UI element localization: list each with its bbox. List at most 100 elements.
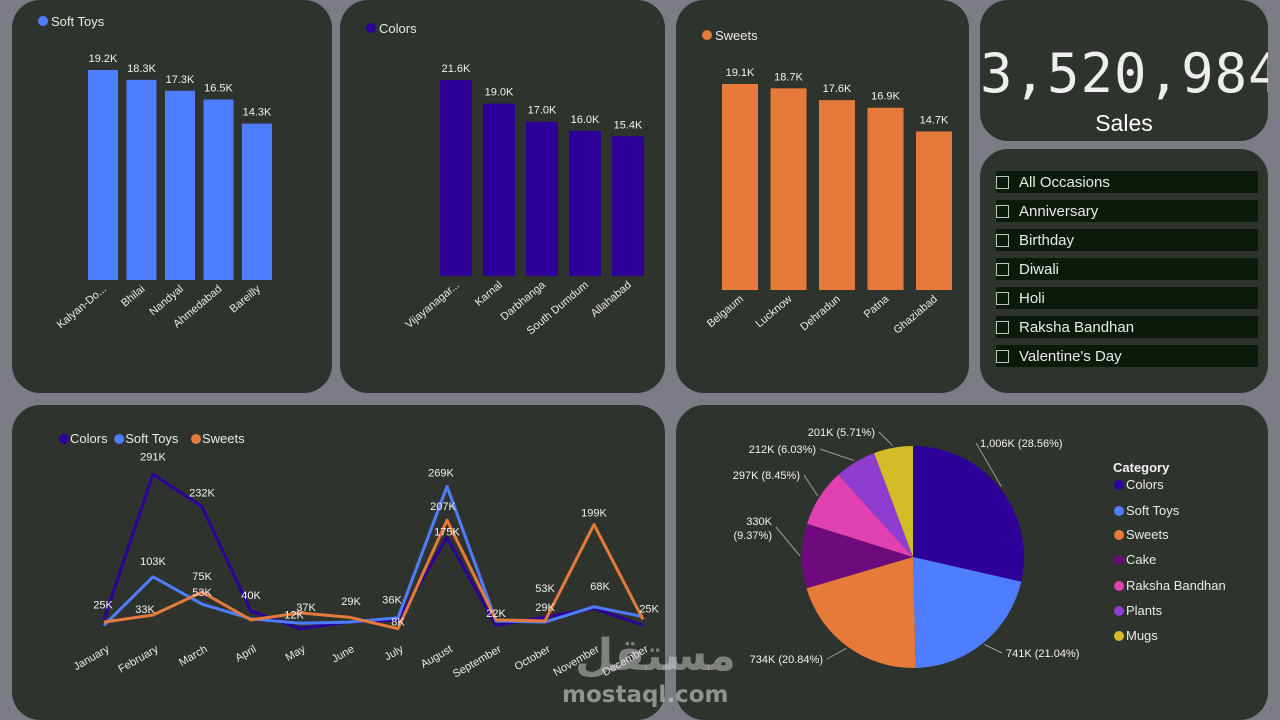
month-tick-label: October bbox=[513, 643, 553, 673]
slicer-item-diwali[interactable]: Diwali bbox=[996, 258, 1258, 280]
slicer-item-all-occasions[interactable]: All Occasions bbox=[996, 171, 1258, 193]
leader-line bbox=[826, 647, 847, 660]
data-label: 19.0K bbox=[485, 87, 514, 99]
data-label: 18.3K bbox=[127, 63, 156, 75]
leader-line bbox=[819, 448, 855, 462]
checkbox[interactable] bbox=[996, 204, 1009, 218]
category-tick-label: Patna bbox=[862, 293, 892, 321]
point-label: 25K bbox=[93, 599, 113, 611]
pie-slice bbox=[807, 474, 913, 557]
legend-marker bbox=[366, 23, 376, 33]
point-label: 29K bbox=[535, 602, 555, 614]
point-label: 12K bbox=[284, 609, 304, 621]
soft-toys-bar-chart-panel: Soft Toys 19.2K Kalyan-Do... 18.3K Bhilai 17.… bbox=[12, 0, 332, 393]
slicer-item-anniversary[interactable]: Anniversary bbox=[996, 200, 1258, 222]
leader-line bbox=[803, 474, 819, 497]
point-label: 68K bbox=[590, 581, 610, 593]
bar bbox=[916, 131, 952, 290]
point-label: 207K bbox=[430, 501, 456, 513]
slicer-item-label: All Occasions bbox=[1019, 173, 1110, 191]
checkbox[interactable] bbox=[996, 320, 1009, 334]
bar bbox=[770, 88, 807, 290]
category-tick-label: Lucknow bbox=[753, 293, 794, 330]
slice-label: (9.37%) bbox=[733, 530, 772, 542]
legend-label: Raksha Bandhan bbox=[1126, 578, 1226, 593]
data-label: 17.0K bbox=[528, 105, 557, 117]
data-label: 15.4K bbox=[614, 119, 643, 131]
leader-line bbox=[775, 526, 801, 557]
occasion-slicer: All Occasions Anniversary Birthday Diwal… bbox=[980, 149, 1268, 393]
point-label: 37K bbox=[296, 602, 316, 614]
monthly-line-chart-panel: Colors Soft Toys Sweets 25K 291K 103K 33K 232K 7… bbox=[12, 405, 665, 720]
category-pie-chart: 1,006K (28.56%) 741K (21.04%) 734K (20.84%… bbox=[733, 427, 1226, 668]
pie-slice bbox=[806, 557, 916, 668]
category-tick-label: Kalyan-Do... bbox=[55, 283, 109, 331]
checkbox[interactable] bbox=[996, 233, 1009, 247]
pie-slice bbox=[838, 453, 913, 557]
month-tick-label: August bbox=[419, 643, 455, 671]
data-label: 21.6K bbox=[442, 63, 471, 75]
slicer-item-holi[interactable]: Holi bbox=[996, 287, 1258, 309]
legend-label: Colors bbox=[1126, 477, 1164, 492]
legend-label: Soft Toys bbox=[1126, 503, 1180, 518]
point-label: 53K bbox=[535, 583, 555, 595]
sweets-bar-chart-panel: Sweets 19.1K Belgaum 18.7K Lucknow 17.6K Dehra… bbox=[676, 0, 969, 393]
sales-kpi-card: 3,520,984 Sales bbox=[980, 0, 1268, 141]
leader-line bbox=[878, 431, 894, 447]
series-line bbox=[102, 484, 644, 627]
bar bbox=[165, 90, 195, 280]
checkbox[interactable] bbox=[996, 291, 1009, 305]
slicer-item-label: Holi bbox=[1019, 289, 1045, 307]
legend-title: Category bbox=[1113, 460, 1170, 475]
point-label: 75K bbox=[192, 571, 212, 583]
legend-label: Soft Toys bbox=[51, 14, 105, 29]
point-label: 199K bbox=[581, 508, 607, 520]
point-label: 232K bbox=[189, 488, 215, 500]
slicer-item-label: Raksha Bandhan bbox=[1019, 318, 1135, 336]
data-label: 19.2K bbox=[89, 53, 118, 65]
slice-label: 297K (8.45%) bbox=[733, 470, 800, 482]
slicer-item-valentines-day[interactable]: Valentine's Day bbox=[996, 345, 1258, 367]
bar bbox=[483, 103, 515, 276]
bar bbox=[819, 100, 855, 290]
bar bbox=[88, 70, 118, 280]
legend-marker bbox=[702, 30, 712, 40]
slicer-item-birthday[interactable]: Birthday bbox=[996, 229, 1258, 251]
point-label: 269K bbox=[428, 467, 454, 479]
slicer-item-label: Diwali bbox=[1019, 260, 1060, 278]
leader-line bbox=[984, 644, 1003, 654]
legend-marker bbox=[1114, 581, 1124, 591]
point-label: 36K bbox=[382, 594, 402, 606]
month-tick-label: May bbox=[284, 643, 308, 664]
legend-marker bbox=[1114, 631, 1124, 641]
point-label: 29K bbox=[341, 596, 361, 608]
checkbox[interactable] bbox=[996, 175, 1009, 189]
checkbox[interactable] bbox=[996, 349, 1009, 363]
checkbox[interactable] bbox=[996, 262, 1009, 276]
month-tick-label: April bbox=[233, 643, 258, 664]
month-tick-label: July bbox=[383, 643, 406, 663]
colors-bar-chart-panel: Colors 21.6K Vijayanagar... 19.0K Karnal 17.0… bbox=[340, 0, 665, 393]
legend-label: Plants bbox=[1126, 603, 1163, 618]
category-tick-label: Dehradun bbox=[798, 293, 843, 333]
slicer-item-raksha-bandhan[interactable]: Raksha Bandhan bbox=[996, 316, 1258, 338]
legend-label: Mugs bbox=[1126, 628, 1158, 643]
legend-marker bbox=[191, 434, 201, 444]
point-label: 25K bbox=[639, 603, 659, 615]
category-tick-label: Bhilai bbox=[119, 283, 147, 309]
pie-slice bbox=[913, 446, 1024, 582]
sales-kpi-value: 3,520,984 bbox=[980, 42, 1268, 105]
colors-bar-chart: Colors 21.6K Vijayanagar... 19.0K Karnal 17.0… bbox=[366, 21, 644, 337]
monthly-sales-line-chart: Colors Soft Toys Sweets 25K 291K 103K 33K 232K 7… bbox=[59, 431, 659, 681]
bar bbox=[126, 79, 157, 280]
data-label: 16.5K bbox=[204, 83, 233, 95]
point-label: 8K bbox=[391, 617, 405, 629]
slice-label: 741K (21.04%) bbox=[1006, 648, 1079, 660]
leader-line bbox=[975, 442, 1002, 487]
slice-label: 330K bbox=[746, 516, 772, 528]
legend-label: Colors bbox=[70, 431, 108, 446]
bar bbox=[569, 130, 601, 276]
category-tick-label: Belgaum bbox=[705, 293, 746, 330]
bar bbox=[203, 99, 234, 280]
slice-label: 201K (5.71%) bbox=[808, 427, 875, 439]
